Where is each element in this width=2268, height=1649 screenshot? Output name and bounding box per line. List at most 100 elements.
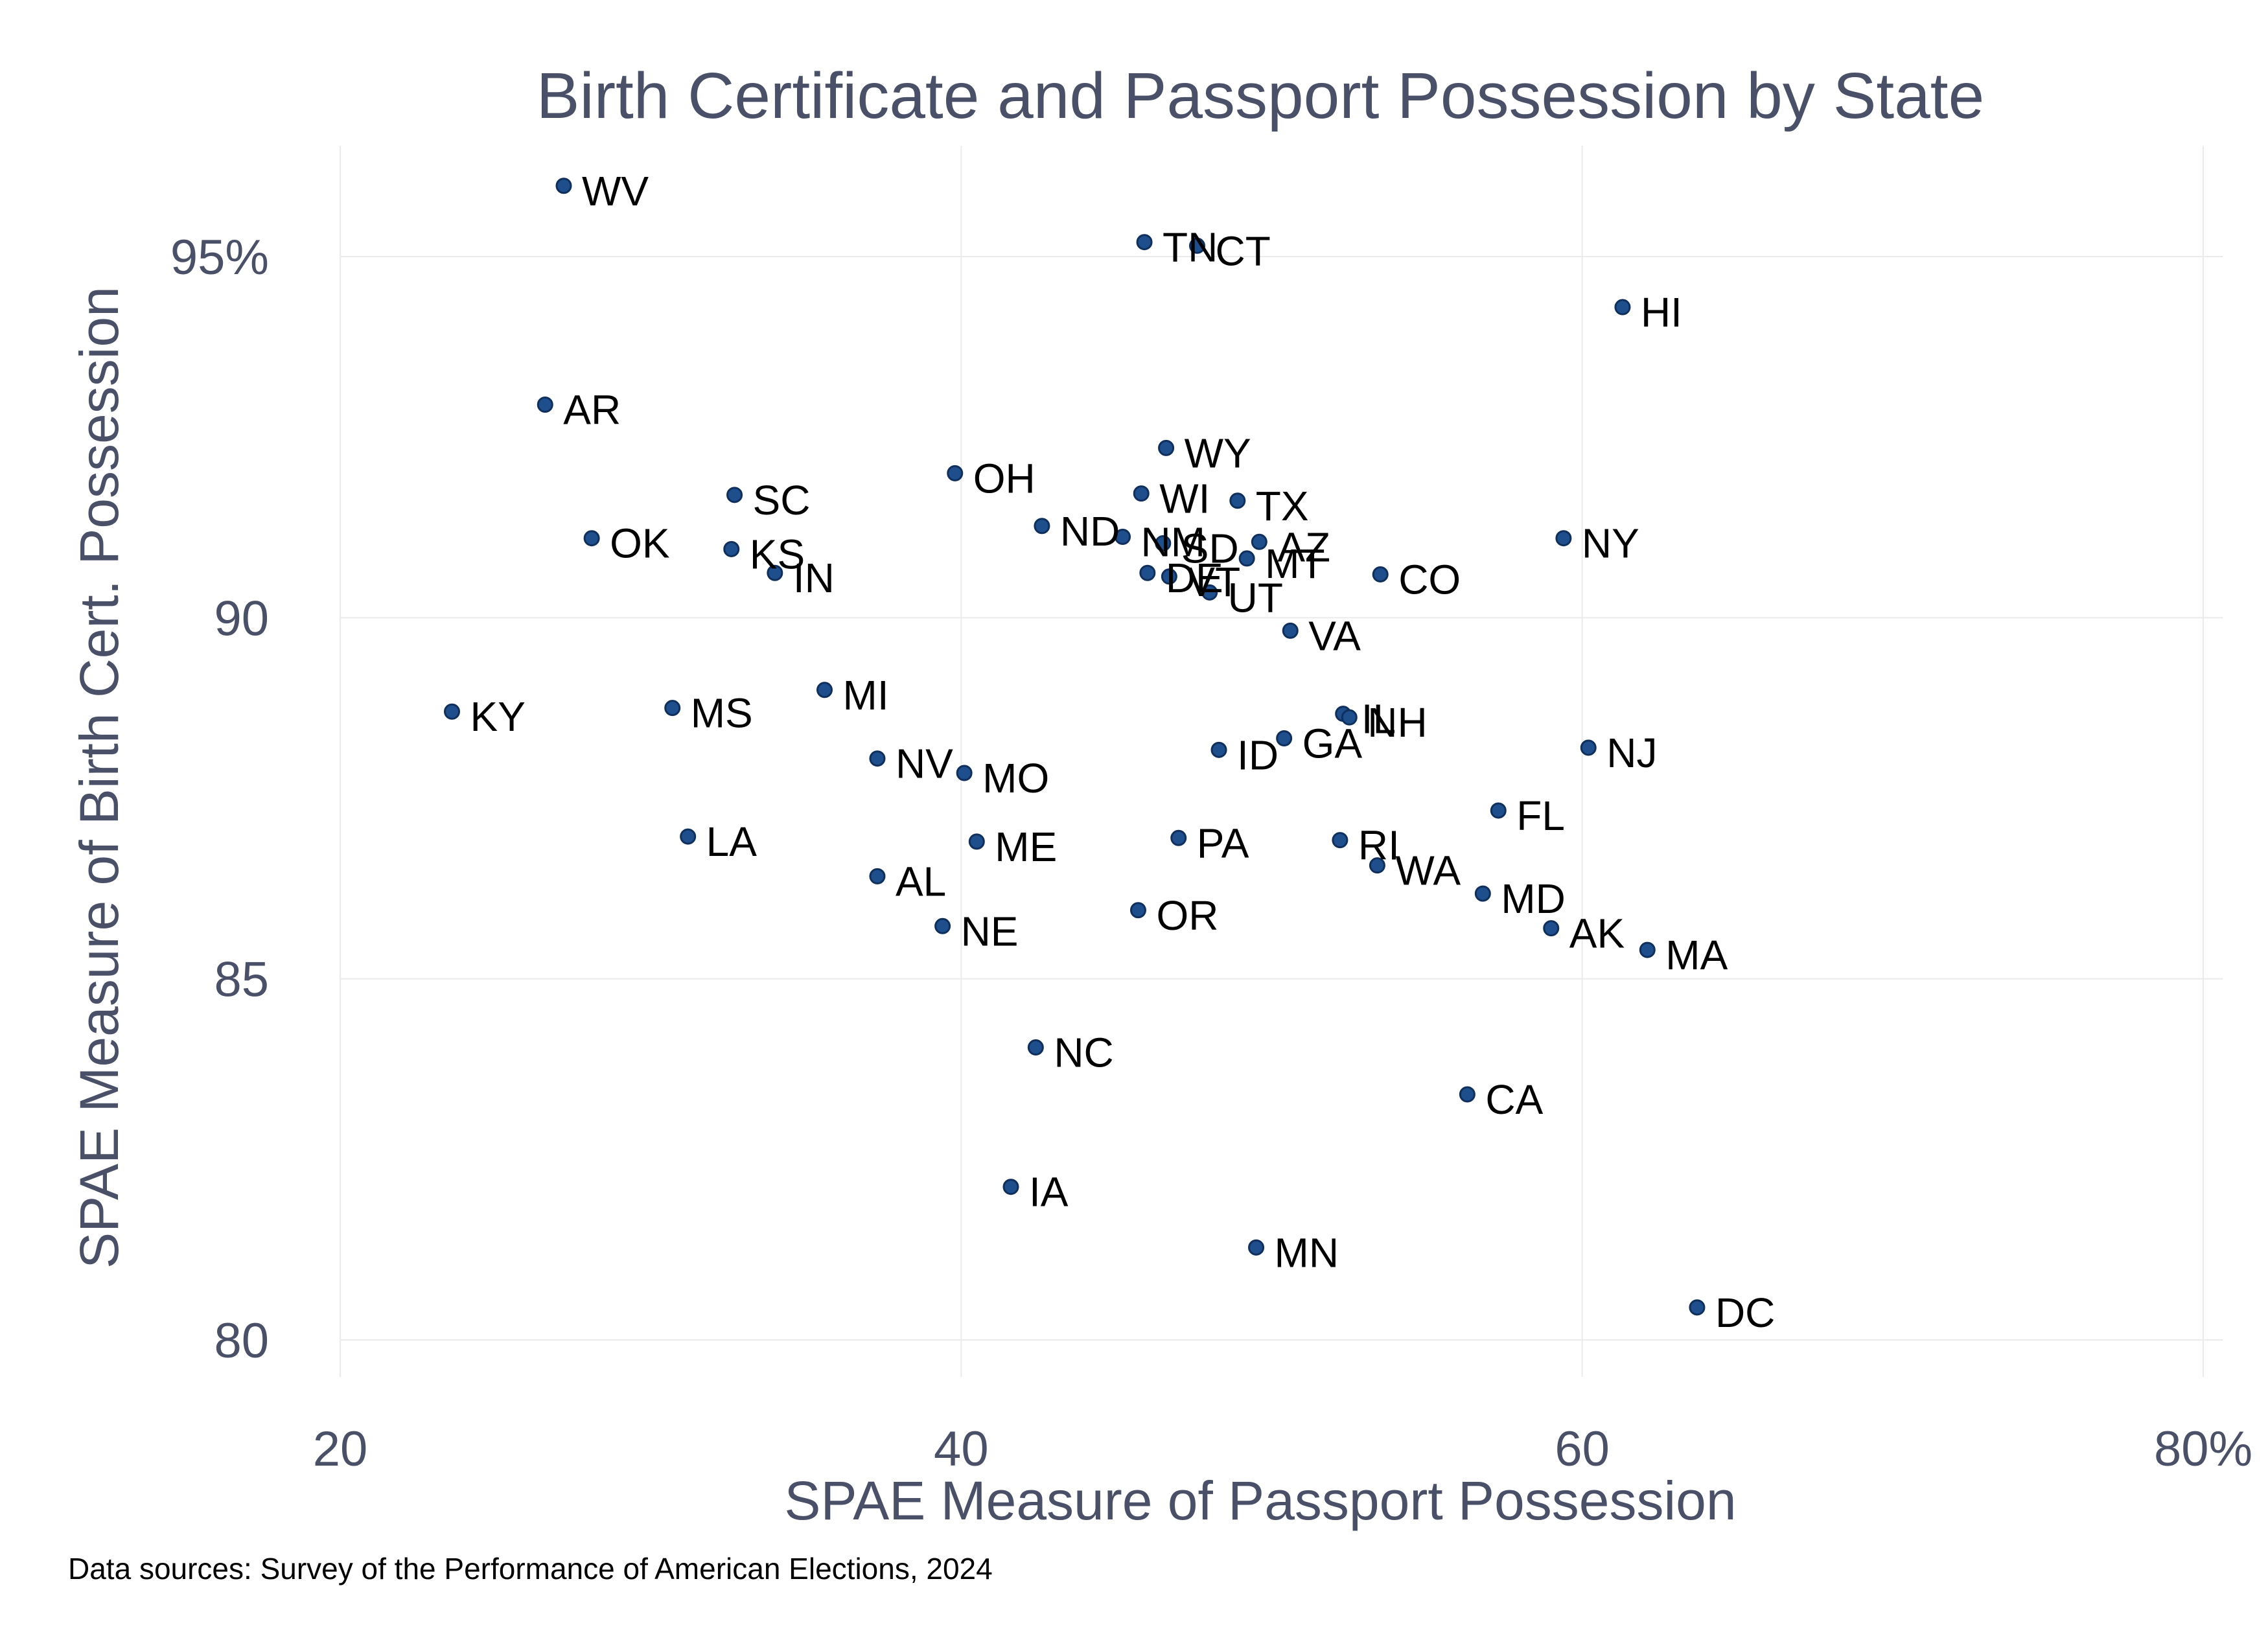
point-label-la: LA (706, 818, 758, 865)
data-point-ga (1276, 730, 1293, 746)
point-label-tx: TX (1256, 483, 1309, 529)
point-label-md: MD (1501, 875, 1566, 922)
point-label-ok: OK (610, 520, 669, 567)
point-label-mt: MT (1265, 540, 1325, 587)
data-point-nv (869, 750, 886, 767)
x-tick-label: 60 (1555, 1422, 1610, 1477)
data-point-va (1282, 622, 1299, 639)
point-label-wa: WA (1395, 848, 1461, 894)
chart-title: Birth Certificate and Passport Possessio… (537, 60, 1984, 132)
point-label-ks: KS (750, 531, 805, 577)
point-label-hi: HI (1641, 289, 1682, 336)
point-label-mo: MO (982, 755, 1049, 801)
data-point-wv (555, 178, 572, 194)
data-point-mo (956, 765, 973, 781)
point-label-dc: DC (1715, 1289, 1775, 1336)
data-point-nm (1115, 528, 1131, 545)
y-tick-label: 95% (170, 230, 269, 285)
y-axis-title: SPAE Measure of Birth Cert. Possession (69, 286, 130, 1269)
data-point-mn (1248, 1239, 1265, 1256)
data-point-dc (1689, 1299, 1706, 1316)
data-point-md (1474, 885, 1491, 902)
point-label-de: DE (1166, 555, 1223, 601)
point-label-wi: WI (1159, 476, 1210, 522)
data-point-tx (1229, 492, 1246, 509)
data-point-pa (1170, 829, 1187, 846)
y-tick-label: 80 (214, 1313, 269, 1368)
data-point-ia (1002, 1179, 1019, 1195)
data-point-hi (1614, 299, 1631, 316)
data-point-la (680, 828, 697, 845)
data-point-wy (1158, 439, 1175, 456)
data-point-co (1372, 566, 1389, 582)
data-point-ky (444, 703, 460, 720)
data-point-nd (1034, 518, 1050, 535)
point-label-nm: NM (1141, 518, 1206, 565)
point-label-in: IN (793, 555, 835, 601)
data-point-id (1210, 741, 1227, 758)
point-label-pa: PA (1197, 820, 1249, 866)
data-point-nj (1580, 739, 1597, 756)
point-label-nd: ND (1060, 508, 1120, 555)
point-label-me: ME (995, 824, 1057, 870)
x-tick-label: 80% (2154, 1422, 2252, 1477)
data-point-ma (1639, 941, 1656, 958)
point-label-ny: NY (1582, 520, 1639, 567)
point-label-vt: VT (1187, 559, 1240, 605)
source-note: Data sources: Survey of the Performance … (68, 1552, 993, 1586)
data-point-ca (1459, 1086, 1475, 1103)
data-point-fl (1490, 802, 1507, 819)
point-label-ca: CA (1485, 1076, 1543, 1123)
data-point-or (1129, 902, 1146, 919)
x-axis-title: SPAE Measure of Passport Possession (784, 1470, 1736, 1531)
data-point-vt (1161, 568, 1177, 585)
data-point-wi (1133, 485, 1150, 502)
point-label-ut: UT (1228, 574, 1283, 621)
point-label-il: IL (1361, 696, 1396, 743)
point-label-co: CO (1398, 556, 1461, 603)
data-point-mt (1238, 550, 1255, 567)
point-label-sc: SC (753, 477, 811, 524)
data-point-ne (934, 917, 951, 934)
data-point-ms (664, 700, 681, 717)
data-point-ut (1201, 584, 1218, 601)
data-point-sd (1155, 535, 1172, 552)
point-label-ak: AK (1569, 910, 1625, 957)
x-tick-label: 20 (313, 1422, 368, 1477)
point-label-ms: MS (691, 690, 753, 737)
point-label-va: VA (1308, 612, 1361, 659)
data-point-ri (1332, 832, 1348, 849)
data-point-wa (1369, 857, 1385, 874)
point-label-ga: GA (1302, 720, 1363, 767)
point-label-ia: IA (1029, 1169, 1069, 1216)
point-label-wv: WV (582, 168, 649, 214)
point-label-ma: MA (1665, 932, 1728, 978)
point-label-wy: WY (1185, 430, 1251, 476)
axis-tick-labels: 20 40 60 80% 80 85 90 95% (170, 230, 2252, 1477)
point-label-oh: OH (973, 455, 1036, 502)
data-point-me (968, 833, 985, 850)
point-label-fl: FL (1516, 792, 1565, 839)
data-point-ar (537, 397, 553, 413)
point-label-mn: MN (1275, 1229, 1339, 1276)
point-label-ar: AR (563, 387, 621, 433)
point-label-al: AL (896, 858, 946, 905)
data-point-nc (1027, 1039, 1044, 1056)
data-point-ny (1555, 530, 1572, 547)
data-point-tn (1136, 234, 1153, 251)
data-point-al (869, 868, 886, 884)
data-point-mi (816, 682, 833, 698)
point-label-tn: TN (1163, 224, 1218, 271)
data-point-ak (1543, 920, 1560, 937)
y-tick-label: 85 (214, 952, 269, 1008)
data-point-ks (723, 540, 740, 557)
grid-lines (340, 146, 2223, 1377)
data-point-nh (1341, 709, 1358, 726)
point-label-ct: CT (1216, 227, 1271, 274)
point-label-nj: NJ (1606, 730, 1657, 776)
point-label-id: ID (1237, 732, 1279, 778)
x-tick-label: 40 (934, 1422, 989, 1477)
data-points (444, 178, 1706, 1316)
point-label-ne: NE (961, 908, 1019, 954)
point-label-ky: KY (470, 693, 526, 740)
